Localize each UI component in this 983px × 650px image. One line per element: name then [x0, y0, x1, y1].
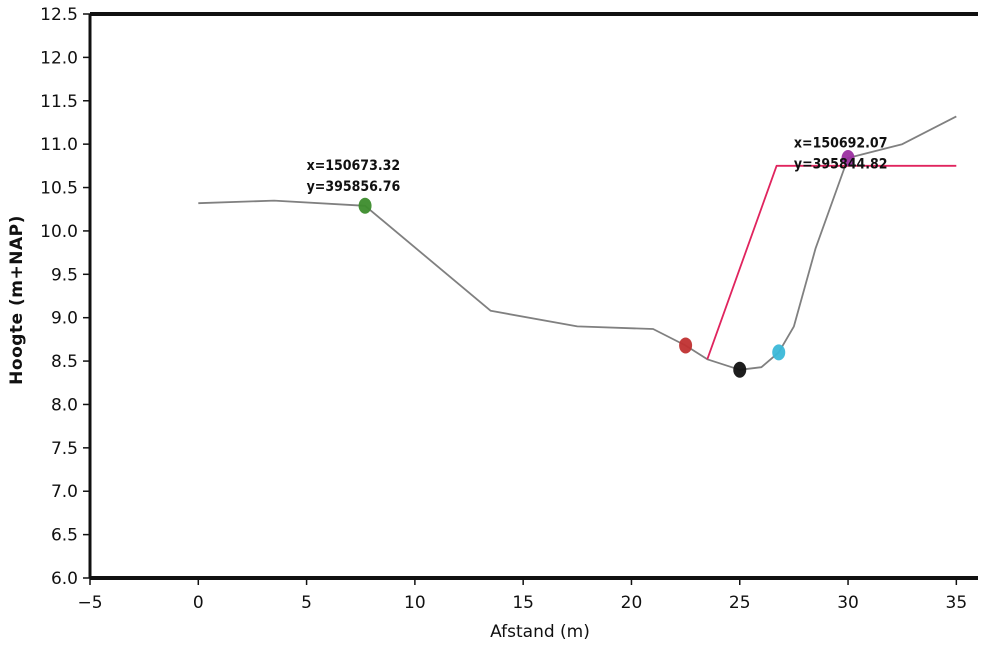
y-tick-label: 11.0 — [40, 135, 78, 155]
y-tick-label: 6.5 — [51, 526, 78, 546]
x-tick-label: −5 — [77, 593, 102, 613]
coordinate-annotation: x=150673.32 — [307, 158, 401, 174]
y-tick-label: 10.5 — [40, 179, 78, 199]
point-marker — [358, 197, 372, 214]
y-tick-label: 12.5 — [40, 5, 78, 25]
annotation-layer: x=150673.32 y=395856.76 x=150692.07 y=39584… — [307, 136, 888, 196]
y-tick-label: 12.0 — [40, 48, 78, 68]
coordinate-annotation: y=395856.76 — [307, 179, 401, 195]
x-tick-label: 30 — [837, 593, 859, 613]
y-tick-label: 7.0 — [51, 482, 78, 502]
y-tick-label: 7.5 — [51, 439, 78, 459]
tick-layer: 6.0 6.5 7.0 7.5 8.0 8.5 9.0 9.5 10.0 10.5 11.0 11.5… — [40, 5, 967, 613]
y-tick-label: 9.5 — [51, 265, 78, 285]
point-marker — [733, 361, 747, 378]
x-tick-label: 15 — [512, 593, 534, 613]
series-layer — [198, 115, 957, 371]
x-tick-label: 5 — [301, 593, 312, 613]
point-marker — [679, 337, 693, 354]
y-tick-label: 11.5 — [40, 92, 78, 112]
x-tick-label: 35 — [946, 593, 968, 613]
marker-layer — [358, 150, 855, 378]
y-tick-label: 8.0 — [51, 395, 78, 415]
y-tick-label: 8.5 — [51, 352, 78, 372]
x-tick-label: 0 — [193, 593, 204, 613]
x-tick-label: 20 — [621, 593, 643, 613]
terrain-profile-line — [198, 115, 957, 371]
x-axis-title: Afstand (m) — [490, 622, 590, 642]
y-tick-label: 6.0 — [51, 569, 78, 589]
y-tick-label: 10.0 — [40, 222, 78, 242]
y-axis-title: Hoogte (m+NAP) — [7, 215, 27, 385]
y-tick-label: 9.0 — [51, 309, 78, 329]
plot-frame — [88, 12, 978, 580]
point-marker — [841, 150, 855, 167]
x-tick-label: 10 — [404, 593, 426, 613]
coordinate-annotation: y=395844.82 — [794, 157, 888, 173]
point-marker — [772, 344, 786, 361]
x-tick-label: 25 — [729, 593, 751, 613]
coordinate-annotation: x=150692.07 — [794, 136, 888, 152]
design-profile-line — [706, 164, 957, 360]
